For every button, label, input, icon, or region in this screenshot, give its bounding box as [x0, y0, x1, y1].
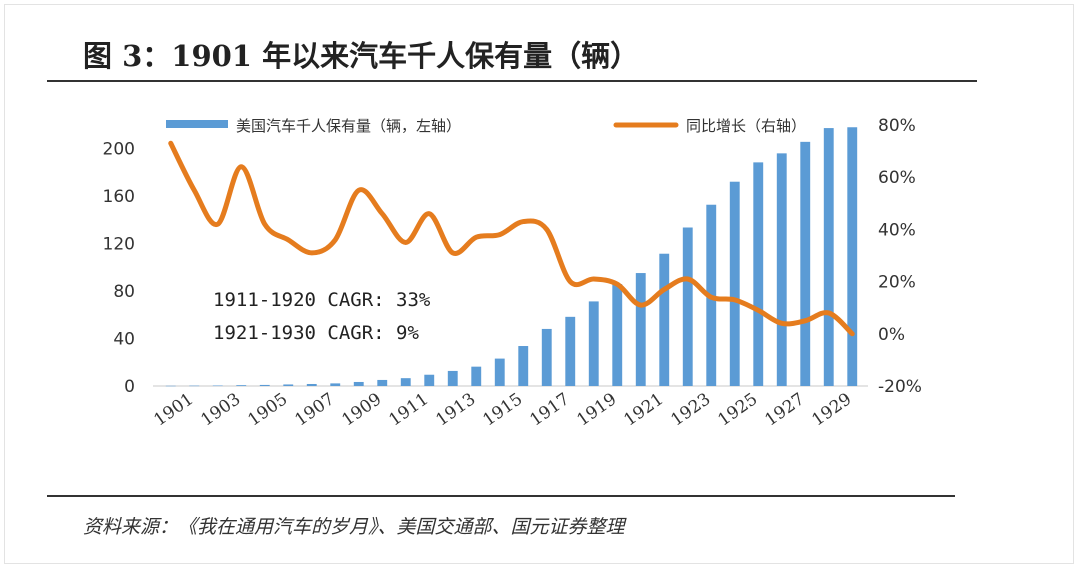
bar — [189, 385, 200, 387]
bar — [236, 385, 247, 386]
x-tick-label: 1905 — [244, 389, 291, 430]
cagr-annotation: 1911-1920 CAGR: 33% — [213, 289, 431, 311]
legend-label-line: 同比增长（右轴） — [686, 117, 806, 135]
y-right-tick-label: 40% — [878, 220, 916, 240]
bar — [447, 370, 458, 386]
growth-line — [168, 140, 855, 337]
chart-title: 图 3：1901 年以来汽车千人保有量（辆） — [83, 39, 640, 73]
bar — [729, 181, 740, 386]
y-left-tick-label: 160 — [103, 187, 135, 207]
chart-frame: 图 3：1901 年以来汽车千人保有量（辆） 资料来源：《我在通用汽车的岁月》、… — [4, 4, 1074, 564]
y-right-tick-label: 20% — [878, 273, 916, 293]
y-right-tick-label: 0% — [878, 325, 905, 345]
bar — [283, 384, 294, 386]
bar — [471, 366, 482, 386]
x-tick-label: 1927 — [761, 389, 808, 430]
source-divider — [47, 495, 955, 497]
bar — [776, 153, 787, 386]
y-right-tick-label: 60% — [878, 168, 916, 188]
bar — [165, 385, 176, 387]
x-tick-label: 1909 — [338, 389, 385, 430]
source-note: 资料来源：《我在通用汽车的岁月》、美国交通部、国元证券整理 — [83, 516, 625, 538]
bar — [541, 328, 552, 386]
x-tick-label: 1921 — [620, 389, 667, 430]
x-tick-label: 1923 — [667, 389, 714, 430]
bar — [494, 358, 505, 386]
bar — [400, 378, 411, 386]
x-tick-label: 1929 — [808, 389, 855, 430]
bar — [612, 284, 623, 386]
y-left-tick-label: 80 — [113, 282, 135, 302]
y-right-tick-label: 80% — [878, 116, 916, 136]
bar — [753, 162, 764, 386]
legend-swatch-bar — [166, 120, 228, 128]
bar — [682, 227, 693, 386]
bar — [377, 379, 388, 386]
bar — [800, 141, 811, 386]
bar — [306, 383, 317, 386]
bar — [565, 316, 576, 386]
bar — [353, 381, 364, 386]
cagr-annotation: 1921-1930 CAGR: 9% — [213, 322, 419, 344]
y-left-tick-label: 200 — [103, 140, 135, 160]
title-divider — [47, 80, 977, 82]
bar — [259, 384, 270, 386]
bar — [330, 383, 341, 386]
x-tick-label: 1925 — [714, 389, 761, 430]
bar — [518, 346, 529, 386]
legend-label-bar: 美国汽车千人保有量（辆，左轴） — [236, 117, 461, 135]
x-tick-label: 1913 — [432, 389, 479, 430]
y-right-tick-label: -20% — [878, 377, 922, 397]
y-left-tick-label: 120 — [103, 235, 135, 255]
bar — [847, 127, 858, 386]
bar — [635, 273, 646, 386]
y-left-tick-label: 40 — [113, 330, 135, 350]
bar — [212, 385, 223, 387]
bar — [588, 301, 599, 386]
x-tick-label: 1901 — [150, 389, 197, 430]
x-tick-label: 1907 — [291, 389, 338, 430]
bar — [659, 253, 670, 386]
x-tick-label: 1917 — [526, 389, 573, 430]
y-left-tick-label: 0 — [124, 377, 135, 397]
x-tick-label: 1903 — [197, 389, 244, 430]
bar — [823, 128, 834, 387]
bar — [424, 374, 435, 386]
x-tick-label: 1919 — [573, 389, 620, 430]
x-tick-label: 1915 — [479, 389, 526, 430]
x-tick-label: 1911 — [385, 389, 432, 430]
